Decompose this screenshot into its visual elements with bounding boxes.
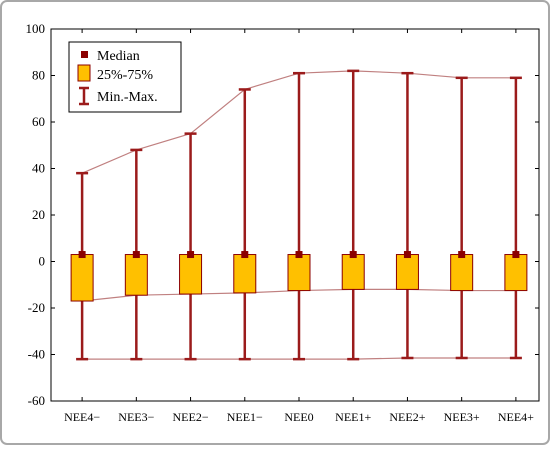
y-tick-label: 20	[32, 207, 45, 222]
box-1	[124, 148, 148, 361]
x-tick-label: NEE1+	[335, 410, 371, 424]
median-marker	[187, 251, 195, 259]
x-tick-label: NEE3+	[444, 410, 480, 424]
box-iqr	[504, 254, 528, 292]
y-tick-label: -20	[28, 300, 45, 315]
legend-median-marker	[81, 51, 88, 58]
y-tick-label: 0	[39, 254, 46, 269]
box-0	[70, 171, 94, 361]
box-iqr	[395, 254, 419, 290]
x-tick-label: NEE4−	[64, 410, 100, 424]
legend: Median 25%-75% Min.-Max.	[68, 41, 182, 113]
box-iqr	[341, 254, 365, 290]
y-axis: -60 -40 -20 0 20 40 60 80 100	[26, 21, 539, 408]
x-tick-label: NEE4+	[498, 410, 534, 424]
x-tick-label: NEE1−	[227, 410, 263, 424]
box-7	[450, 76, 474, 360]
y-tick-label: 100	[26, 21, 46, 36]
median-marker	[241, 251, 249, 259]
y-tick-label: 60	[32, 114, 45, 129]
median-marker	[512, 251, 520, 259]
y-tick-label: 40	[32, 161, 45, 176]
legend-box-label: 25%-75%	[97, 68, 153, 83]
y-tick-label: -40	[28, 347, 45, 362]
median-marker	[403, 251, 411, 259]
box-series	[70, 69, 528, 361]
box-iqr	[179, 254, 203, 295]
y-tick-label: -60	[28, 393, 45, 408]
legend-whisker-label: Min.-Max.	[97, 90, 158, 105]
legend-median-label: Median	[97, 49, 140, 64]
box-4	[287, 71, 311, 361]
median-marker	[349, 251, 357, 259]
box-3	[233, 88, 257, 361]
x-tick-label: NEE3−	[118, 410, 154, 424]
box-2	[179, 132, 203, 361]
box-iqr	[70, 254, 94, 302]
x-tick-label: NEE2+	[389, 410, 425, 424]
x-tick-label: NEE0	[284, 410, 313, 424]
box-iqr	[233, 254, 257, 294]
legend-box-swatch	[77, 64, 91, 82]
y-tick-label: 80	[32, 68, 45, 83]
box-5	[341, 69, 365, 361]
median-marker	[458, 251, 466, 259]
box-iqr	[450, 254, 474, 292]
median-marker	[78, 251, 86, 259]
x-axis: NEE4− NEE3− NEE2− NEE1− NEE0 NEE1+ NEE2+ NEE3+ N…	[64, 29, 534, 424]
box-8	[504, 76, 528, 360]
box-iqr	[124, 254, 148, 296]
median-marker	[132, 251, 140, 259]
box-6	[395, 71, 419, 360]
box-iqr	[287, 254, 311, 292]
x-tick-label: NEE2−	[173, 410, 209, 424]
median-marker	[295, 251, 303, 259]
